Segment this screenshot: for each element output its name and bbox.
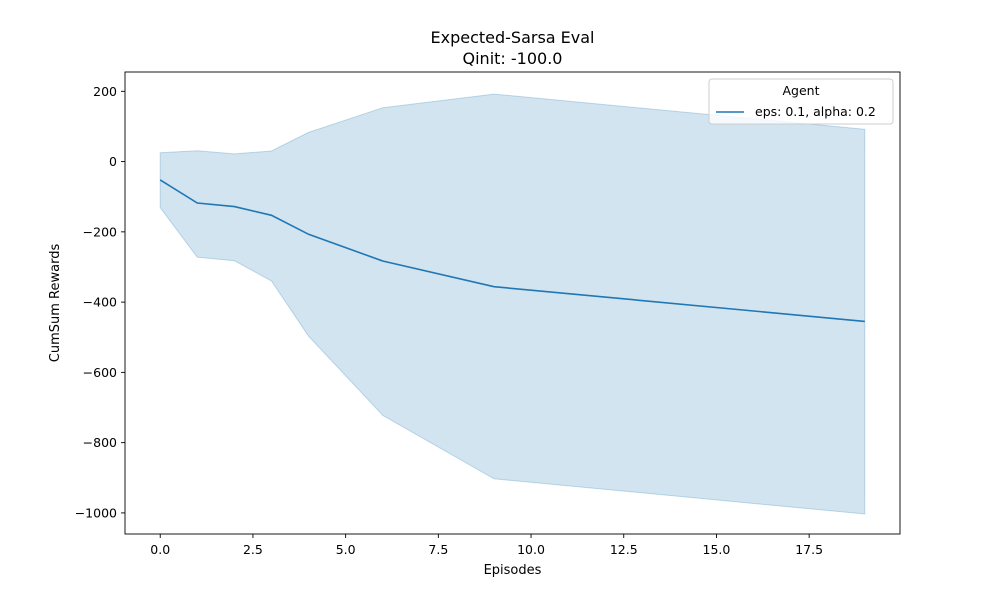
x-tick-label: 12.5 bbox=[610, 542, 638, 557]
y-axis-label: CumSum Rewards bbox=[48, 244, 63, 363]
y-tick-label: −400 bbox=[83, 295, 117, 310]
y-axis: −1000 −800 −600 −400 −200 0 200 bbox=[75, 84, 125, 520]
x-axis-label: Episodes bbox=[484, 563, 542, 578]
chart-subtitle: Qinit: -100.0 bbox=[463, 49, 563, 68]
chart-title: Expected-Sarsa Eval bbox=[430, 28, 594, 47]
confidence-band bbox=[159, 93, 866, 515]
y-tick-label: −600 bbox=[83, 365, 117, 380]
x-tick-label: 17.5 bbox=[795, 542, 823, 557]
series-line bbox=[159, 179, 865, 323]
x-tick-label: 7.5 bbox=[428, 542, 448, 557]
legend-entry-label: eps: 0.1, alpha: 0.2 bbox=[755, 104, 876, 119]
y-tick-label: 200 bbox=[93, 84, 117, 99]
y-tick-label: −800 bbox=[83, 435, 117, 450]
x-tick-label: 0.0 bbox=[150, 542, 170, 557]
x-tick-label: 10.0 bbox=[517, 542, 545, 557]
x-axis: 0.0 2.5 5.0 7.5 10.0 12.5 15.0 17.5 bbox=[150, 534, 823, 557]
plot-area bbox=[159, 93, 866, 515]
x-tick-label: 15.0 bbox=[703, 542, 731, 557]
legend: Agent eps: 0.1, alpha: 0.2 bbox=[708, 78, 894, 125]
axes-frame bbox=[124, 71, 901, 535]
y-tick-label: −200 bbox=[83, 224, 117, 239]
x-tick-label: 2.5 bbox=[243, 542, 263, 557]
y-tick-label: −1000 bbox=[75, 505, 117, 520]
x-tick-label: 5.0 bbox=[336, 542, 356, 557]
legend-title: Agent bbox=[783, 83, 820, 98]
legend-box bbox=[708, 78, 894, 125]
y-tick-label: 0 bbox=[109, 154, 117, 169]
